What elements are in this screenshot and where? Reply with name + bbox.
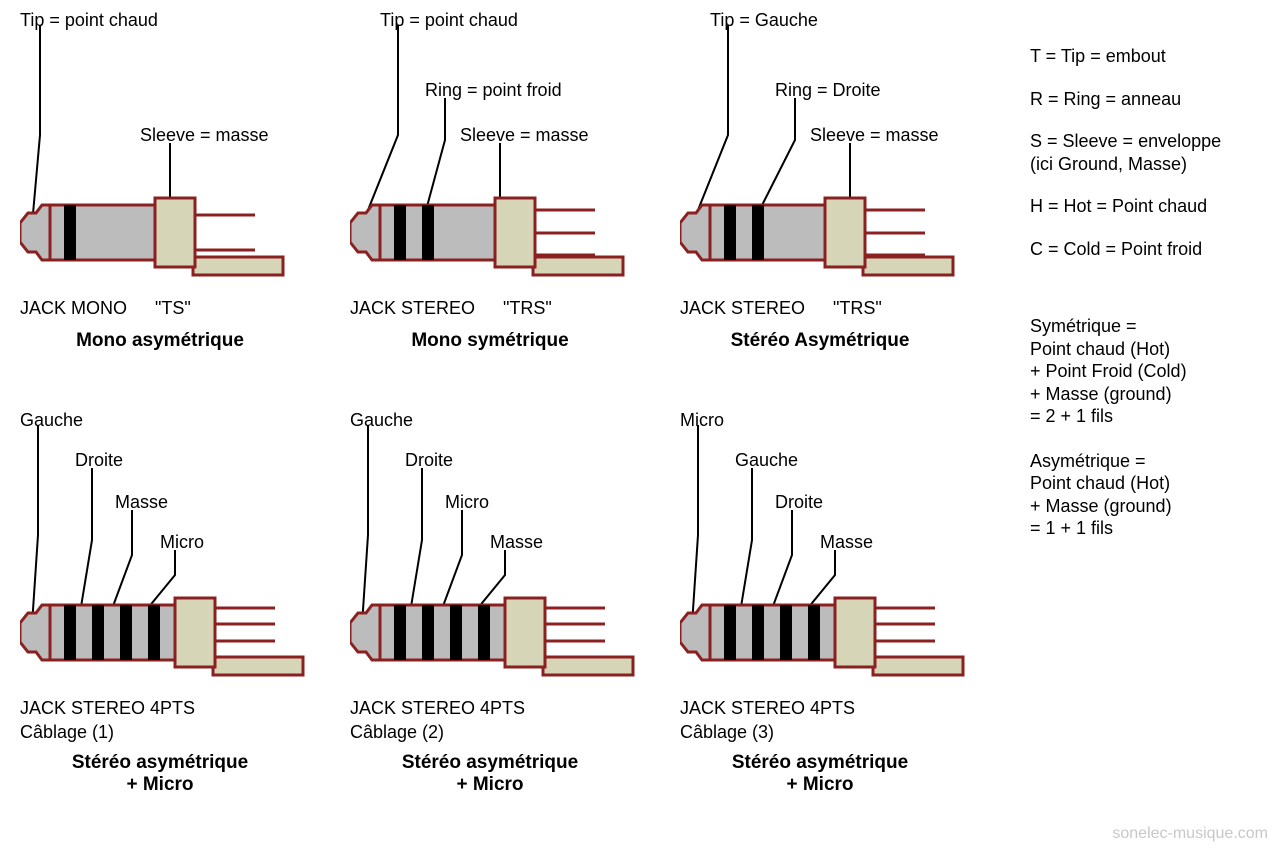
jack-subtype-label: Câblage (1) [20, 722, 114, 743]
jack-type-label: JACK STEREO"TRS" [680, 298, 882, 319]
callout-label: Ring = point froid [425, 80, 562, 101]
connector-mono_ts: Tip = point chaud Sleeve = masse JACK MONO… [20, 10, 335, 390]
jack-diagram [350, 410, 665, 710]
callout-label: Sleeve = masse [810, 125, 939, 146]
callout-label: Gauche [735, 450, 798, 471]
callout-label: Ring = Droite [775, 80, 881, 101]
jack-diagram [20, 10, 335, 310]
connector-stereo_trs: Tip = Gauche Ring = Droite Sleeve = masse J… [680, 10, 995, 390]
connector-title: Mono symétrique [350, 330, 630, 352]
jack-subtype-label: Câblage (3) [680, 722, 774, 743]
legend-block: Symétrique =Point chaud (Hot)+ Point Fro… [1030, 315, 1260, 428]
callout-label: Gauche [350, 410, 413, 431]
connector-title: Stéréo Asymétrique [680, 330, 960, 352]
connector-trrs_3: Micro Gauche Droite Masse JACK STEREO 4PTS Câ… [680, 410, 995, 810]
callout-label: Droite [775, 492, 823, 513]
callout-label: Micro [160, 532, 204, 553]
jack-diagram [20, 410, 335, 710]
jack-type-label: JACK STEREO"TRS" [350, 298, 552, 319]
jack-subtype-label: Câblage (2) [350, 722, 444, 743]
legend-item: S = Sleeve = enveloppe(ici Ground, Masse… [1030, 130, 1260, 175]
legend-item: R = Ring = anneau [1030, 88, 1260, 111]
callout-label: Micro [680, 410, 724, 431]
jack-type-label: JACK STEREO 4PTS [680, 698, 855, 719]
connector-mono_trs: Tip = point chaud Ring = point froid Sleev… [350, 10, 665, 390]
callout-label: Masse [490, 532, 543, 553]
callout-label: Masse [820, 532, 873, 553]
legend-item: T = Tip = embout [1030, 45, 1260, 68]
callout-label: Sleeve = masse [460, 125, 589, 146]
connector-title: Stéréo asymétrique+ Micro [20, 752, 300, 796]
jack-type-label: JACK STEREO 4PTS [20, 698, 195, 719]
credit-text: sonelec-musique.com [1112, 825, 1268, 843]
legend-item: C = Cold = Point froid [1030, 238, 1260, 261]
callout-label: Sleeve = masse [140, 125, 269, 146]
legend-item: H = Hot = Point chaud [1030, 195, 1260, 218]
callout-label: Masse [115, 492, 168, 513]
callout-label: Tip = point chaud [380, 10, 518, 31]
callout-label: Tip = Gauche [710, 10, 818, 31]
connector-trrs_2: Gauche Droite MicroMasse JACK STEREO 4PTS Câ… [350, 410, 665, 810]
callout-label: Micro [445, 492, 489, 513]
callout-label: Tip = point chaud [20, 10, 158, 31]
jack-type-label: JACK MONO"TS" [20, 298, 191, 319]
connector-title: Stéréo asymétrique+ Micro [680, 752, 960, 796]
connector-title: Mono asymétrique [20, 330, 300, 352]
callout-label: Droite [405, 450, 453, 471]
jack-diagram [680, 10, 995, 310]
callout-label: Droite [75, 450, 123, 471]
legend-block: Asymétrique =Point chaud (Hot)+ Masse (g… [1030, 450, 1260, 540]
legend-panel: T = Tip = embout R = Ring = anneau S = Sle… [1030, 45, 1260, 562]
connector-trrs_1: Gauche Droite Masse Micro JACK STEREO 4PTS Câ… [20, 410, 335, 810]
callout-label: Gauche [20, 410, 83, 431]
jack-type-label: JACK STEREO 4PTS [350, 698, 525, 719]
jack-diagram [680, 410, 995, 710]
jack-diagram [350, 10, 665, 310]
connector-title: Stéréo asymétrique+ Micro [350, 752, 630, 796]
